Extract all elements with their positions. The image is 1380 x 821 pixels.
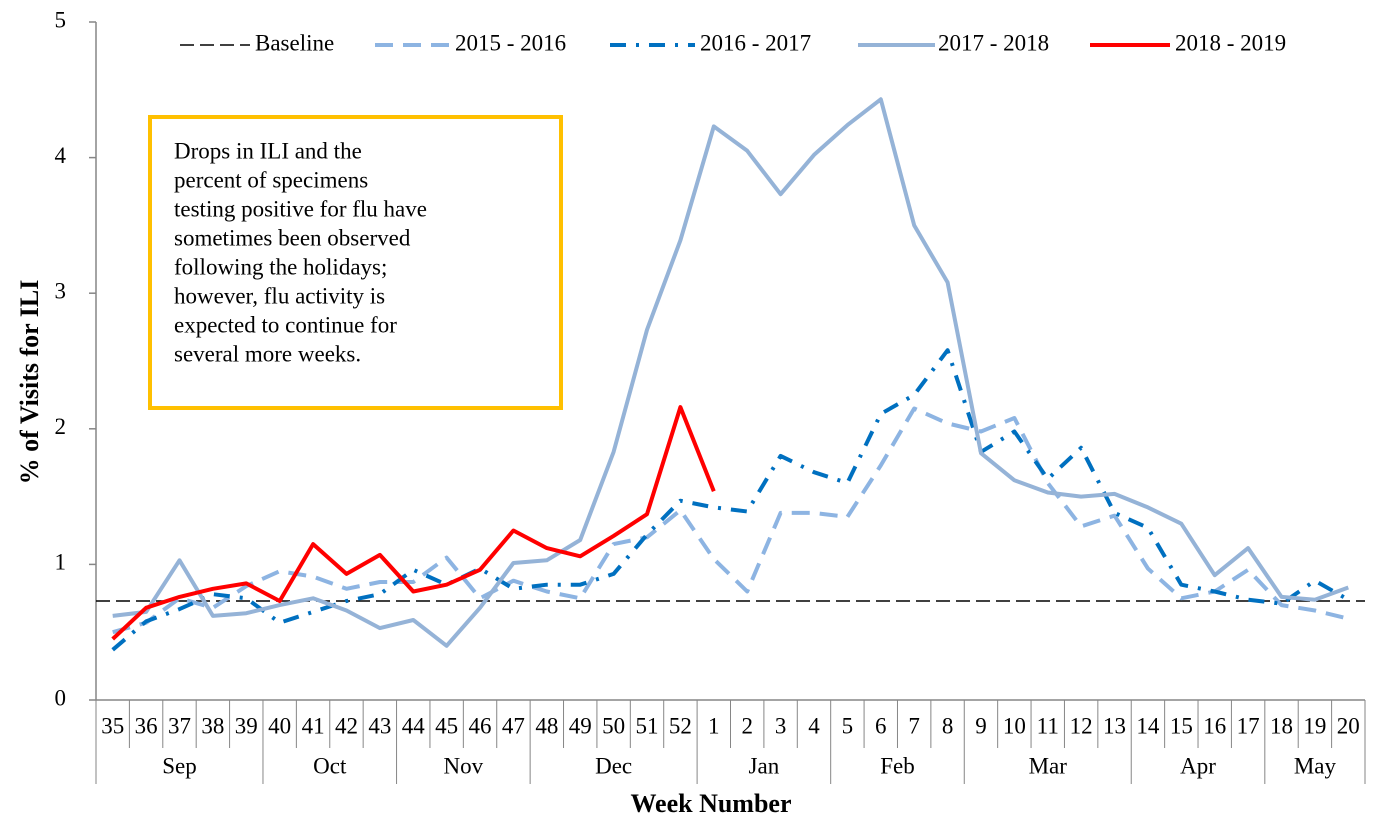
x-tick-label: 7 — [908, 713, 920, 738]
y-tick-label: 4 — [55, 143, 67, 168]
x-tick-label: 47 — [502, 713, 525, 738]
x-tick-label: 10 — [1003, 713, 1026, 738]
x-tick-label: 36 — [135, 713, 158, 738]
annotation-line: several more weeks. — [174, 341, 361, 366]
x-tick-label: 35 — [101, 713, 124, 738]
month-label: Dec — [595, 753, 632, 778]
annotation-line: sometimes been observed — [174, 225, 411, 250]
series-line — [112, 406, 1349, 635]
x-tick-label: 43 — [368, 713, 391, 738]
annotation-line: percent of specimens — [174, 167, 368, 192]
x-tick-label: 42 — [335, 713, 358, 738]
legend-label: 2018 - 2019 — [1175, 30, 1286, 55]
y-tick-label: 2 — [55, 414, 67, 439]
x-tick-label: 40 — [268, 713, 291, 738]
x-tick-label: 12 — [1070, 713, 1093, 738]
series-line — [111, 405, 716, 641]
series-line — [112, 97, 1349, 648]
x-axis-title: Week Number — [630, 789, 791, 818]
x-tick-label: 44 — [402, 713, 426, 738]
annotation-line: however, flu activity is — [174, 283, 385, 308]
x-tick-label: 37 — [168, 713, 191, 738]
x-tick-label: 41 — [302, 713, 325, 738]
x-tick-label: 39 — [235, 713, 258, 738]
x-tick-label: 16 — [1203, 713, 1226, 738]
x-tick-label: 4 — [808, 713, 820, 738]
y-tick-label: 5 — [55, 7, 67, 32]
x-tick-label: 9 — [975, 713, 987, 738]
y-axis-title: % of Visits for ILI — [15, 280, 44, 485]
y-tick-label: 1 — [55, 550, 67, 575]
x-tick-label: 13 — [1103, 713, 1126, 738]
x-tick-label: 50 — [602, 713, 625, 738]
month-label: Sep — [162, 753, 197, 778]
month-label: Jan — [749, 753, 780, 778]
legend-label: Baseline — [255, 30, 334, 55]
x-tick-label: 3 — [775, 713, 787, 738]
legend-label: 2016 - 2017 — [700, 30, 811, 55]
x-tick-label: 1 — [708, 713, 720, 738]
month-label: Mar — [1029, 753, 1068, 778]
annotation-line: testing positive for flu have — [174, 196, 427, 221]
series-line — [111, 348, 1350, 652]
x-tick-label: 11 — [1037, 713, 1059, 738]
x-tick-label: 15 — [1170, 713, 1193, 738]
month-label: Nov — [444, 753, 484, 778]
x-tick-label: 2 — [741, 713, 753, 738]
x-tick-label: 17 — [1237, 713, 1260, 738]
annotation-box — [148, 115, 563, 410]
annotation-line: following the holidays; — [174, 254, 387, 279]
month-label: May — [1294, 753, 1337, 778]
x-tick-label: 49 — [569, 713, 592, 738]
x-tick-label: 52 — [669, 713, 692, 738]
legend-label: 2015 - 2016 — [455, 30, 566, 55]
month-label: Apr — [1180, 753, 1216, 778]
y-tick-label: 0 — [55, 685, 67, 710]
x-tick-label: 19 — [1303, 713, 1326, 738]
y-tick-label: 3 — [55, 278, 67, 303]
x-tick-label: 51 — [636, 713, 659, 738]
x-tick-label: 6 — [875, 713, 887, 738]
x-tick-label: 8 — [942, 713, 954, 738]
x-tick-label: 18 — [1270, 713, 1293, 738]
x-tick-label: 45 — [435, 713, 458, 738]
x-tick-label: 46 — [469, 713, 492, 738]
x-tick-label: 14 — [1136, 713, 1160, 738]
month-label: Oct — [313, 753, 347, 778]
x-tick-label: 48 — [535, 713, 558, 738]
month-label: Feb — [880, 753, 915, 778]
x-tick-label: 20 — [1337, 713, 1360, 738]
x-tick-label: 5 — [842, 713, 854, 738]
legend-label: 2017 - 2018 — [938, 30, 1049, 55]
x-tick-label: 38 — [201, 713, 224, 738]
annotation-line: Drops in ILI and the — [174, 138, 362, 163]
annotation-line: expected to continue for — [174, 312, 397, 337]
